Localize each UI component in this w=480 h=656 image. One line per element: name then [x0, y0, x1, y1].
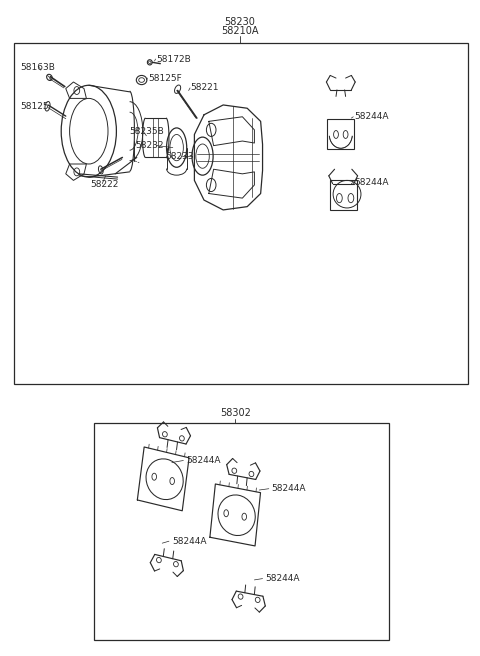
- Text: 58210A: 58210A: [221, 26, 259, 36]
- Text: 58233: 58233: [166, 152, 194, 161]
- Text: 58244A: 58244A: [354, 112, 389, 121]
- Text: 58235B: 58235B: [130, 127, 164, 136]
- Bar: [14, 43, 468, 384]
- Text: 58221: 58221: [191, 83, 219, 92]
- Bar: [94, 423, 389, 640]
- Bar: [330, 180, 357, 210]
- Text: 58125F: 58125F: [148, 73, 181, 83]
- Text: 58244A: 58244A: [271, 484, 306, 493]
- Text: 58244A: 58244A: [354, 178, 389, 187]
- Text: 58302: 58302: [220, 408, 251, 419]
- Text: 58244A: 58244A: [172, 537, 206, 546]
- Text: 58172B: 58172B: [156, 54, 191, 64]
- Text: 58222: 58222: [90, 180, 119, 190]
- Text: 58232: 58232: [135, 141, 164, 150]
- Bar: [327, 119, 354, 149]
- Text: 58230: 58230: [225, 16, 255, 27]
- Text: 58244A: 58244A: [265, 574, 300, 583]
- Text: 58163B: 58163B: [20, 63, 55, 72]
- Text: 58125: 58125: [20, 102, 49, 111]
- Text: 58244A: 58244A: [186, 456, 221, 465]
